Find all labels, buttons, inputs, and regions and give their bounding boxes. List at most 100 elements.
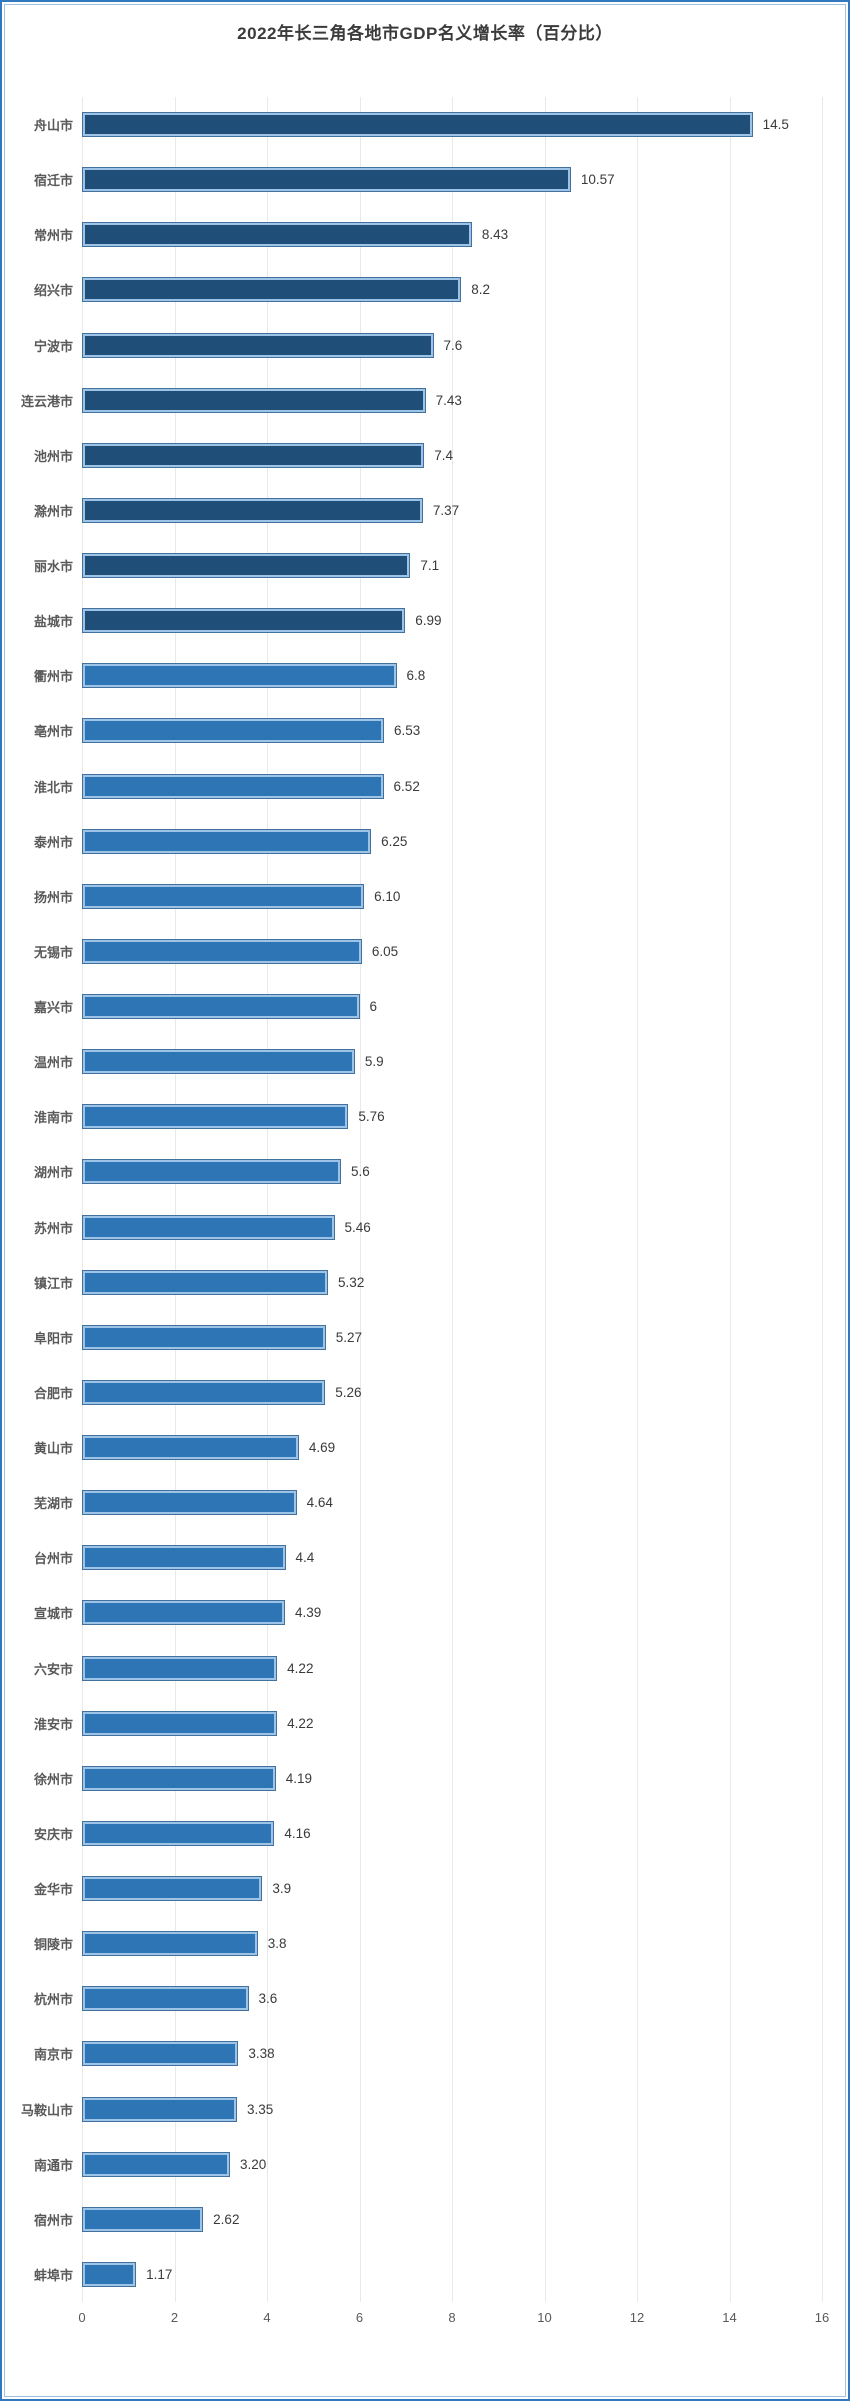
chart-row: 扬州市 6.10: [2, 869, 822, 924]
chart-row: 台州市 4.4: [2, 1530, 822, 1585]
bar-track: 7.37: [82, 497, 822, 523]
category-label: 宿迁市: [33, 173, 73, 189]
category-label: 连云港市: [20, 393, 73, 409]
bar-track: 5.9: [82, 1049, 822, 1075]
chart-row: 苏州市 5.46: [2, 1200, 822, 1255]
data-label: 6.99: [415, 613, 442, 629]
category-label: 常州市: [33, 228, 73, 244]
data-label: 3.38: [248, 2046, 275, 2062]
category-label: 淮北市: [33, 779, 73, 795]
bar-track: 6.99: [82, 608, 822, 634]
bar-track: 5.32: [82, 1269, 822, 1295]
bar: [82, 442, 425, 468]
bar-track: 5.27: [82, 1324, 822, 1350]
bar-track: 3.8: [82, 1931, 822, 1957]
x-tick-label: 4: [263, 2310, 271, 2325]
chart-row: 蚌埠市 1.17: [2, 2247, 822, 2302]
category-label: 丽水市: [33, 559, 73, 575]
bar: [82, 1490, 297, 1516]
category-label: 滁州市: [33, 503, 73, 519]
gridline-2: [174, 97, 176, 2302]
bar: [82, 1104, 349, 1130]
bar-track: 4.39: [82, 1600, 822, 1626]
plot-area: [82, 97, 823, 2302]
chart-row: 合肥市 5.26: [2, 1365, 822, 1420]
category-label: 衢州市: [33, 669, 73, 685]
data-label: 4.4: [295, 1550, 315, 1566]
data-label: 6.52: [393, 778, 420, 794]
bar-track: 3.35: [82, 2096, 822, 2122]
category-label: 舟山市: [33, 118, 73, 134]
data-label: 5.26: [335, 1384, 362, 1400]
chart-row: 常州市 8.43: [2, 207, 822, 262]
bar-track: 3.9: [82, 1876, 822, 1902]
category-label: 淮南市: [33, 1110, 73, 1126]
chart-row: 湖州市 5.6: [2, 1144, 822, 1199]
bar: [82, 1986, 249, 2012]
bar: [82, 553, 411, 579]
category-label: 镇江市: [33, 1275, 73, 1291]
data-label: 7.37: [432, 502, 460, 518]
chart-row: 南通市 3.20: [2, 2137, 822, 2192]
bar-track: 4.16: [82, 1820, 822, 1846]
bar: [82, 773, 384, 799]
x-tick-label: 14: [722, 2310, 737, 2325]
bar: [82, 1159, 341, 1185]
bar-track: 6.10: [82, 883, 822, 909]
bar-track: 5.6: [82, 1159, 822, 1185]
data-label: 6.53: [394, 723, 421, 739]
chart-row: 淮北市 6.52: [2, 759, 822, 814]
bar: [82, 387, 426, 413]
category-label: 淮安市: [33, 1716, 73, 1732]
chart-title: 2022年长三角各地市GDP名义增长率（百分比）: [237, 24, 613, 43]
data-label: 5.9: [364, 1054, 384, 1070]
bar-track: 14.5: [82, 112, 822, 138]
data-label: 1.17: [146, 2266, 173, 2282]
data-label: 4.22: [287, 1715, 314, 1731]
bar: [82, 1214, 335, 1240]
bar: [82, 1269, 329, 1295]
x-tick-label: 0: [78, 2310, 86, 2325]
chart-row: 无锡市 6.05: [2, 924, 822, 979]
data-label: 6.05: [371, 943, 399, 959]
chart-row: 温州市 5.9: [2, 1034, 822, 1089]
category-label: 蚌埠市: [33, 2267, 73, 2283]
data-label: 8.2: [471, 282, 491, 298]
chart-row: 丽水市 7.1: [2, 538, 822, 593]
category-label: 盐城市: [33, 614, 73, 630]
bar: [82, 828, 372, 854]
bar: [82, 112, 753, 138]
bar: [82, 1545, 286, 1571]
category-label: 嘉兴市: [33, 1000, 73, 1016]
gridline-16: [822, 97, 823, 2302]
data-label: 6: [369, 999, 378, 1015]
chart-row: 宣城市 4.39: [2, 1585, 822, 1640]
category-label: 湖州市: [33, 1165, 73, 1181]
chart-row: 铜陵市 3.8: [2, 1916, 822, 1971]
x-tick-label: 6: [355, 2310, 364, 2325]
gridline-0: [82, 97, 83, 2302]
data-label: 5.76: [358, 1109, 385, 1125]
bar: [82, 1820, 275, 1846]
bar-track: 6: [82, 994, 822, 1020]
category-label: 南通市: [33, 2157, 73, 2173]
chart-row: 马鞍山市 3.35: [2, 2082, 822, 2137]
category-label: 马鞍山市: [20, 2102, 73, 2118]
bar: [82, 497, 423, 523]
x-tick-label: 10: [537, 2310, 552, 2325]
bar: [82, 2206, 204, 2232]
category-label: 徐州市: [33, 1771, 73, 1787]
category-label: 绍兴市: [33, 283, 73, 299]
bar-track: 4.19: [82, 1765, 822, 1791]
bar: [82, 718, 384, 744]
category-label: 宿州市: [33, 2212, 73, 2228]
bar: [82, 2261, 137, 2287]
bar-track: 1.17: [82, 2261, 822, 2287]
x-tick-label: 12: [629, 2310, 645, 2325]
chart-row: 泰州市 6.25: [2, 814, 822, 869]
data-label: 3.6: [258, 1991, 278, 2007]
chart-row: 连云港市 7.43: [2, 373, 822, 428]
category-label: 金华市: [33, 1882, 73, 1898]
category-label: 池州市: [33, 448, 73, 464]
bar-track: 4.4: [82, 1545, 822, 1571]
